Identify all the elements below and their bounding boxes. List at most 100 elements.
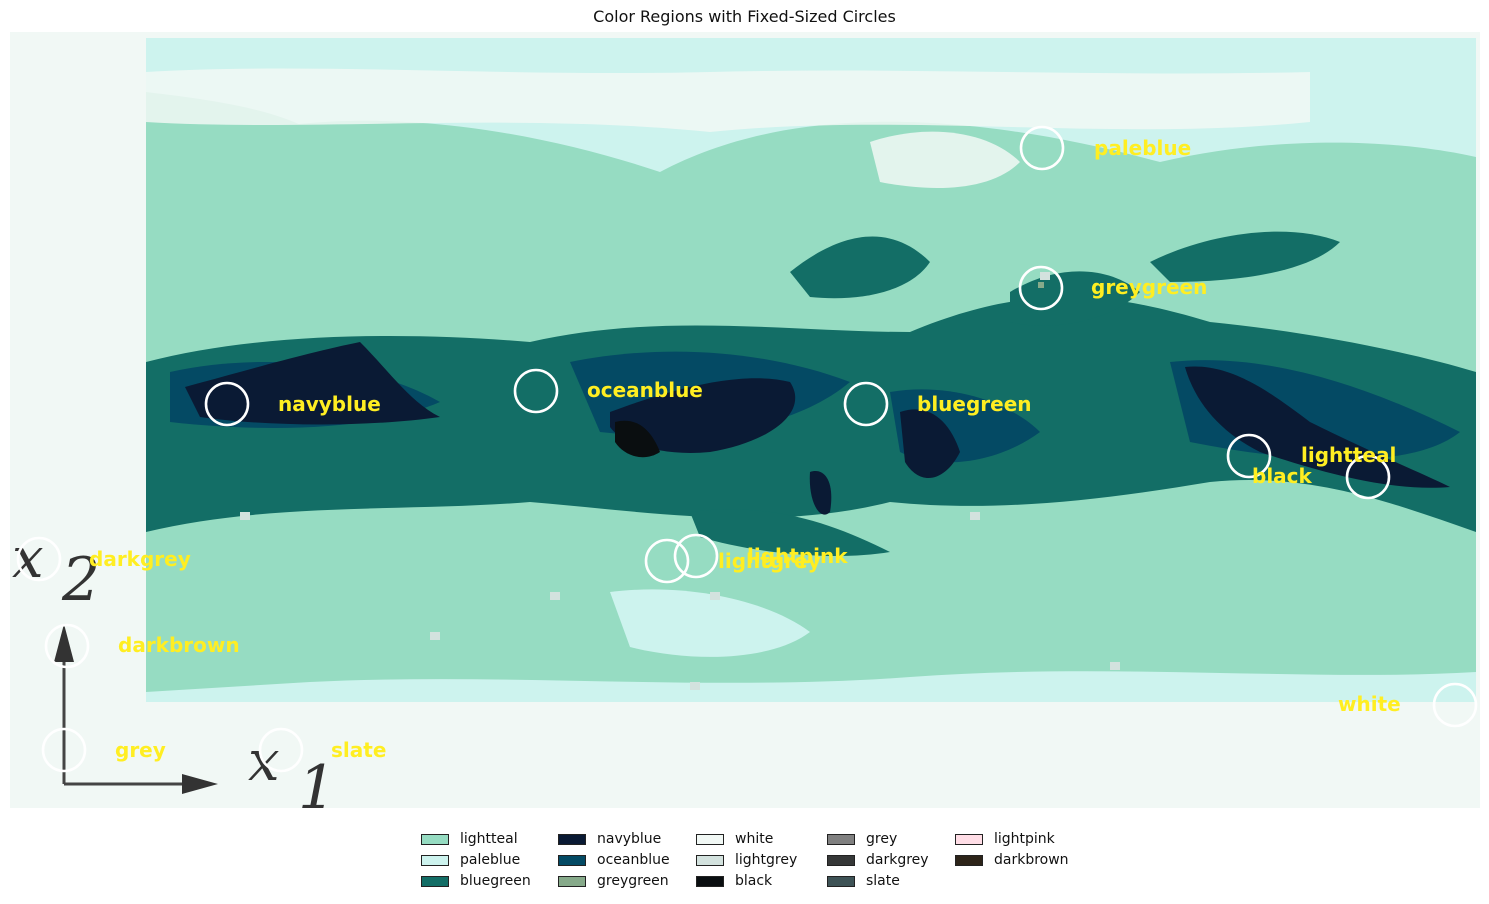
- legend-swatch-greygreen: [558, 875, 586, 887]
- circle-lightgrey: [644, 538, 690, 584]
- legend-label-darkgrey: darkgrey: [866, 852, 929, 868]
- legend-label-white: white: [735, 831, 774, 847]
- label-lightgrey: lightgrey: [718, 549, 821, 573]
- region-lightgrey-speck: [550, 592, 560, 600]
- label-paleblue: paleblue: [1094, 136, 1191, 160]
- region-greygreen-speck: [1038, 282, 1044, 288]
- legend-item-lightteal: lightteal: [421, 829, 518, 849]
- legend-label-lightgrey: lightgrey: [735, 852, 798, 868]
- circle-white: [1432, 682, 1478, 728]
- legend-label-oceanblue: oceanblue: [597, 852, 670, 868]
- label-lightteal: lightteal: [1301, 443, 1396, 467]
- region-bluegreen-area: [790, 236, 930, 299]
- label-black: black: [1252, 464, 1313, 488]
- legend-swatch-grey: [827, 833, 855, 845]
- legend-item-paleblue: paleblue: [421, 850, 520, 870]
- axis-glyph-2: 2: [61, 545, 100, 615]
- region-lightgrey-speck: [1040, 272, 1050, 280]
- region-paleblue-area: [610, 589, 810, 657]
- legend-label-lightteal: lightteal: [460, 831, 518, 847]
- legend-item-darkgrey: darkgrey: [827, 850, 929, 870]
- region-lightgrey-speck: [710, 592, 720, 600]
- label-darkbrown: darkbrown: [118, 633, 240, 657]
- label-greygreen: greygreen: [1091, 275, 1207, 299]
- label-navyblue: navyblue: [278, 392, 381, 416]
- legend-item-bluegreen: bluegreen: [421, 871, 531, 891]
- label-white: white: [1338, 692, 1401, 716]
- circle-navyblue: [204, 381, 250, 427]
- legend-label-greygreen: greygreen: [597, 873, 669, 889]
- region-circles: [16, 125, 1478, 773]
- label-oceanblue: oceanblue: [587, 378, 703, 402]
- region-lightgrey-speck: [1110, 662, 1120, 670]
- legend: lightteal paleblue bluegreen navyblue oceanb…: [421, 829, 1121, 893]
- region-navyblue-area: [1185, 366, 1450, 488]
- legend-item-navyblue: navyblue: [558, 829, 661, 849]
- label-slate: slate: [331, 738, 386, 762]
- legend-label-paleblue: paleblue: [460, 852, 521, 868]
- legend-swatch-slate: [827, 875, 855, 887]
- axis-arrowhead-right: [182, 774, 218, 794]
- region-lightgrey-speck: [970, 512, 980, 520]
- legend-label-bluegreen: bluegreen: [460, 873, 531, 889]
- circle-black: [1226, 433, 1272, 479]
- region-bluegreen-area: [690, 509, 890, 557]
- legend-swatch-oceanblue: [558, 854, 586, 866]
- legend-swatch-darkbrown: [955, 854, 983, 866]
- label-lightpink: lightpink: [747, 544, 848, 568]
- chart-title: Color Regions with Fixed-Sized Circles: [593, 7, 896, 26]
- region-labels: paleblue greygreen navyblue oceanblue bluegr…: [89, 136, 1401, 762]
- region-navyblue-area: [900, 409, 960, 479]
- legend-label-slate: slate: [866, 873, 900, 889]
- legend-item-black: black: [696, 871, 772, 891]
- legend-item-oceanblue: oceanblue: [558, 850, 670, 870]
- region-lightgrey-speck: [430, 632, 440, 640]
- color-region-map: x 2x 1 paleblue greygreen navyblue oceanblue b…: [10, 32, 1480, 808]
- circle-oceanblue: [513, 368, 559, 414]
- circle-paleblue: [1019, 125, 1065, 171]
- legend-item-greygreen: greygreen: [558, 871, 669, 891]
- legend-swatch-paleblue: [421, 854, 449, 866]
- legend-label-black: black: [735, 873, 773, 889]
- legend-swatch-black: [696, 875, 724, 887]
- circle-greygreen: [1018, 265, 1064, 311]
- circle-darkbrown: [44, 623, 90, 669]
- axis-arrowhead-up: [54, 624, 74, 662]
- region-bluegreen-area: [146, 297, 1476, 532]
- map-backdrop: [10, 32, 1480, 808]
- circle-darkgrey: [16, 536, 62, 582]
- legend-label-lightpink: lightpink: [994, 831, 1055, 847]
- legend-swatch-darkgrey: [827, 854, 855, 866]
- legend-swatch-navyblue: [558, 833, 586, 845]
- legend-swatch-white: [696, 833, 724, 845]
- legend-label-grey: grey: [866, 831, 898, 847]
- region-black-area: [615, 420, 660, 458]
- legend-item-grey: grey: [827, 829, 897, 849]
- legend-label-navyblue: navyblue: [597, 831, 662, 847]
- label-bluegreen: bluegreen: [917, 392, 1032, 416]
- legend-swatch-lightteal: [421, 833, 449, 845]
- circle-lightpink: [673, 533, 719, 579]
- circle-slate: [258, 727, 304, 773]
- legend-item-slate: slate: [827, 871, 900, 891]
- circle-grey: [41, 727, 87, 773]
- label-darkgrey: darkgrey: [89, 547, 191, 571]
- region-lightgrey-speck: [240, 512, 250, 520]
- legend-item-lightgrey: lightgrey: [696, 850, 797, 870]
- circle-lightteal: [1345, 454, 1391, 500]
- region-white-area: [870, 131, 1020, 188]
- region-navyblue-area: [610, 378, 796, 453]
- axis-glyphs: x 2x 1: [12, 526, 336, 808]
- region-white-area: [146, 68, 1310, 132]
- region-lightgrey-speck: [690, 682, 700, 690]
- axis-glyph-1: 1: [298, 753, 336, 808]
- region-navyblue-area: [809, 471, 832, 515]
- region-bluegreen-area: [1150, 231, 1340, 282]
- label-grey: grey: [115, 738, 166, 762]
- legend-swatch-lightpink: [955, 833, 983, 845]
- legend-swatch-bluegreen: [421, 875, 449, 887]
- legend-item-lightpink: lightpink: [955, 829, 1055, 849]
- legend-item-white: white: [696, 829, 773, 849]
- legend-swatch-lightgrey: [696, 854, 724, 866]
- legend-label-darkbrown: darkbrown: [994, 852, 1069, 868]
